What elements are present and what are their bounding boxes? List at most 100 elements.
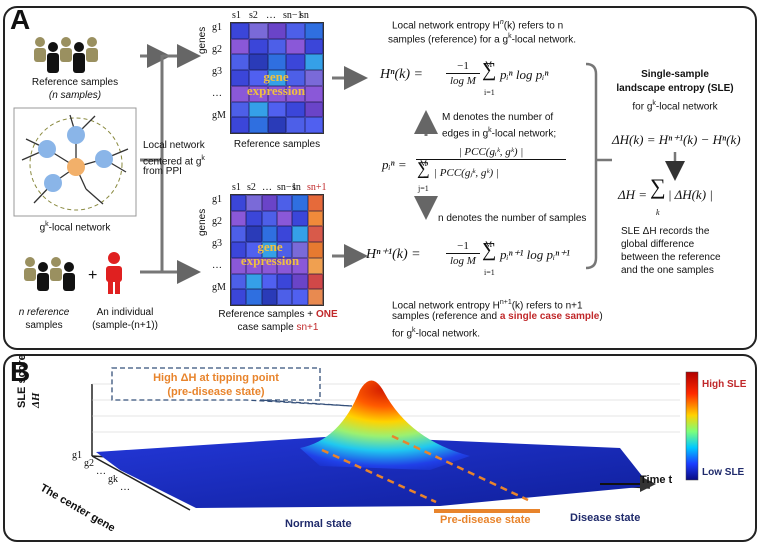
- n-reference-people-icon: [24, 257, 75, 291]
- normal-state-label: Normal state: [285, 518, 352, 530]
- matrix-cell: [246, 226, 262, 243]
- matrix-cell: [307, 242, 323, 258]
- predisease-state-label: Pre-disease state: [440, 514, 531, 526]
- matrix-cell: [249, 38, 268, 55]
- matrix-cell: [307, 289, 323, 305]
- local-network-icon: [21, 114, 129, 211]
- matrix-column-label: sn: [300, 10, 309, 21]
- sle-desc-line2: global difference: [621, 239, 695, 250]
- matrix-cell: [286, 101, 305, 118]
- matrix-column-label: sn−1: [283, 10, 303, 21]
- matrix-cell: [246, 257, 262, 274]
- n-reference-label-2: samples: [25, 320, 63, 331]
- matrix-cell: [249, 54, 268, 71]
- matrix-column-label: sn: [292, 182, 301, 193]
- plus-sign: +: [88, 267, 98, 284]
- equation-hn-term: pᵢⁿ log pᵢⁿ: [500, 67, 549, 82]
- matrix-cell: [249, 85, 268, 102]
- sle-desc-line4: and the one samples: [621, 265, 714, 276]
- n-reference-label-1: n reference: [18, 307, 70, 318]
- equation-hn-frac-den: log M: [450, 75, 476, 87]
- equation-p-numerator: | PCC(gᵢᵏ, gᵏ) |: [416, 146, 566, 160]
- matrix-cell: [231, 54, 250, 71]
- matrix-cell: [246, 273, 262, 290]
- ref-samples-label: Reference samples: [31, 77, 119, 88]
- individual-label-1: An individual: [96, 307, 154, 318]
- matrix-row-label: g1: [212, 22, 222, 33]
- matrix-row-label: gM: [212, 110, 226, 121]
- matrix-cell: [246, 242, 262, 258]
- matrix-cell: [231, 289, 247, 305]
- equation-delta-h-total-term: | ΔH(k) |: [668, 187, 713, 202]
- matrix-cell: [246, 195, 262, 211]
- matrix-cell: [276, 257, 293, 274]
- sle-desc-line3: between the reference: [621, 252, 721, 263]
- equation-p-sum-bot: j=1: [418, 184, 429, 193]
- matrix-cell: [231, 117, 250, 133]
- matrix-cell: [286, 54, 305, 71]
- equation-hn1-sum-bot: i=1: [484, 268, 495, 277]
- matrix-cell: [249, 117, 268, 133]
- entropy-bottom-line3: for gk-local network.: [392, 327, 480, 340]
- gene-expression-label-top: gene expression: [246, 69, 306, 98]
- matrix-cell: [261, 195, 277, 211]
- callout-line1: High ΔH at tipping point: [153, 372, 279, 384]
- matrix-cell: [292, 242, 308, 258]
- network-note-line3: from PPI: [143, 166, 182, 177]
- case-matrix-caption-2: case sample sn+1: [237, 322, 319, 333]
- matrix-cell: [276, 289, 293, 305]
- matrix-cell: [261, 273, 277, 290]
- matrix-cell: [307, 226, 323, 243]
- sle-title-line1: Single-sample: [641, 69, 709, 80]
- matrix-cell: [292, 257, 308, 274]
- matrix-cell: [292, 289, 308, 305]
- matrix-cell: [292, 273, 308, 290]
- landscape-peak: [300, 380, 470, 470]
- n-note: n denotes the number of samples: [438, 213, 587, 224]
- equation-delta-h-k: ΔH(k) = Hⁿ⁺¹(k) − Hⁿ(k): [612, 132, 741, 147]
- network-note-line1: Local network: [143, 140, 205, 151]
- m-note-line2: edges in gk-local network;: [442, 127, 557, 140]
- gene-axis-tick: …: [96, 466, 106, 477]
- equation-hn1-sum-top: M: [485, 240, 493, 249]
- callout-line2: (pre-disease state): [167, 386, 265, 398]
- matrix-cell: [292, 210, 308, 227]
- equation-delta-h-sigma: ∑: [650, 174, 666, 199]
- m-note-line1: M denotes the number of: [442, 112, 554, 123]
- sle-title-line2: landscape entropy (SLE): [616, 83, 734, 94]
- matrix-cell: [231, 210, 247, 227]
- matrix-cell: [249, 23, 268, 39]
- matrix-column-label: …: [262, 182, 272, 193]
- matrix-row-label: g3: [212, 238, 222, 249]
- reference-people-icon: [34, 37, 98, 73]
- matrix-cell: [231, 101, 250, 118]
- matrix-column-label: s2: [249, 10, 258, 21]
- matrix-cell: [292, 195, 308, 211]
- matrix-cell: [267, 117, 287, 133]
- matrix-cell: [286, 23, 305, 39]
- ref-samples-count-label: (n samples): [48, 90, 102, 101]
- matrix-cell: [261, 242, 277, 258]
- sle-colorbar: [685, 371, 699, 481]
- equation-hn1-term: pᵢⁿ⁺¹ log pᵢⁿ⁺¹: [500, 247, 570, 262]
- equation-hn-sum-bot: i=1: [484, 88, 495, 97]
- matrix-cell: [304, 85, 323, 102]
- equation-p-denominator: | PCC(gⱼᵏ, gᵏ) |: [434, 167, 499, 179]
- matrix-cell: [231, 23, 250, 39]
- matrix-cell: [304, 70, 323, 86]
- matrix-cell: [304, 117, 323, 133]
- equation-hn1-frac-num: −1: [446, 240, 480, 254]
- matrix-cell: [246, 289, 262, 305]
- equation-delta-h-total-lhs: ΔH =: [618, 187, 648, 202]
- colorbar-high-label: High SLE: [702, 379, 747, 390]
- sle-desc-line1: SLE ΔH records the: [621, 226, 710, 237]
- matrix-cell: [276, 242, 293, 258]
- reference-matrix-caption: Reference samples: [233, 139, 321, 150]
- equation-hn-frac-num: −1: [446, 60, 480, 74]
- colorbar-low-label: Low SLE: [702, 467, 745, 478]
- landscape-floor: [96, 436, 650, 508]
- matrix-row-label: …: [212, 260, 222, 271]
- case-expression-matrix: [230, 194, 324, 306]
- reference-expression-matrix: [230, 22, 324, 134]
